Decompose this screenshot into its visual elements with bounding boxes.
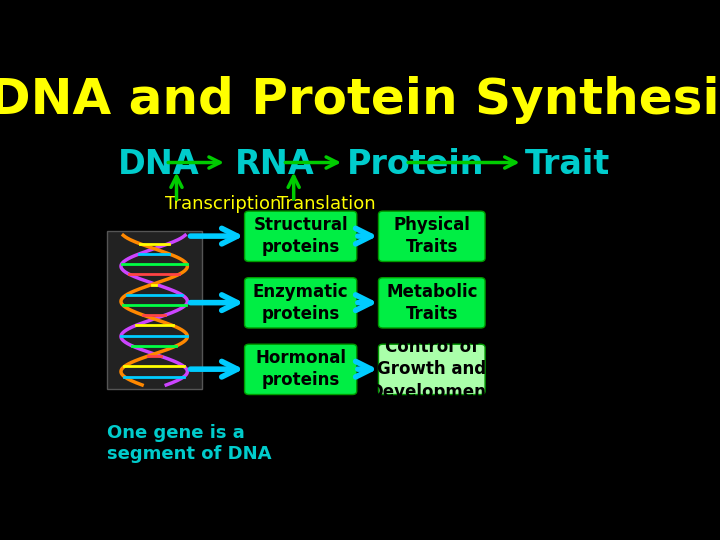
Text: Metabolic
Traits: Metabolic Traits [386, 283, 477, 323]
FancyBboxPatch shape [379, 344, 485, 395]
Text: DNA and Protein Synthesis: DNA and Protein Synthesis [0, 76, 720, 124]
FancyBboxPatch shape [245, 278, 356, 328]
Text: RNA: RNA [235, 148, 315, 181]
FancyBboxPatch shape [379, 278, 485, 328]
FancyBboxPatch shape [245, 344, 356, 395]
Text: One gene is a
segment of DNA: One gene is a segment of DNA [107, 424, 271, 463]
FancyBboxPatch shape [379, 211, 485, 261]
Text: Physical
Traits: Physical Traits [393, 216, 470, 256]
Text: Enzymatic
proteins: Enzymatic proteins [253, 283, 348, 323]
Text: Protein: Protein [347, 148, 484, 181]
Text: Structural
proteins: Structural proteins [253, 216, 348, 256]
Text: Transcription: Transcription [166, 195, 282, 213]
FancyBboxPatch shape [107, 231, 202, 389]
Text: Translation: Translation [277, 195, 376, 213]
FancyBboxPatch shape [245, 211, 356, 261]
Text: Trait: Trait [526, 148, 611, 181]
Text: Hormonal
proteins: Hormonal proteins [255, 349, 346, 389]
Text: DNA: DNA [118, 148, 199, 181]
Text: Control of
Growth and
Development: Control of Growth and Development [369, 338, 494, 401]
